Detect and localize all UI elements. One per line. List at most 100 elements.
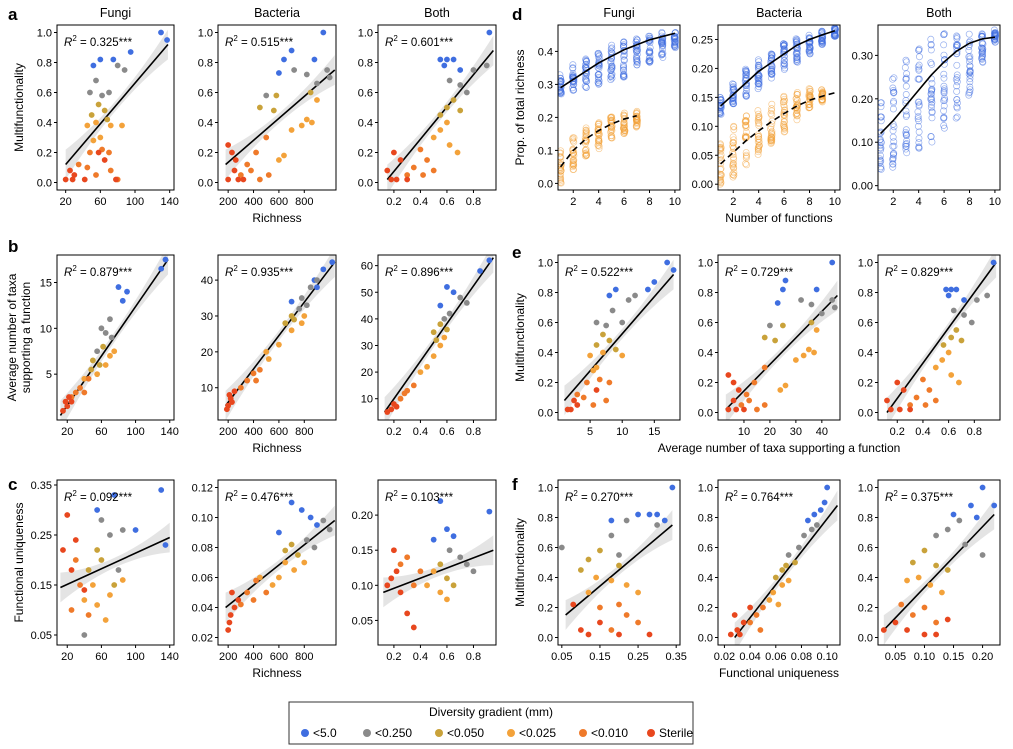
data-point [593,319,600,326]
panel-f3: 0.05 0.10 0.15 0.20 0.0 0.2 0.4 0.6 0.8 1.0 R2 = 0… [858,479,1001,663]
data-point [393,176,400,183]
data-point [314,80,320,87]
data-point [818,310,825,317]
y-tick-label: 0.8 [858,288,873,300]
x-tick-label: 6 [621,196,627,208]
data-point [282,547,289,554]
y-tick-label: 0.15 [352,545,373,557]
data-point [69,176,76,183]
data-point [635,589,641,596]
data-point [943,286,949,293]
data-point [288,541,295,548]
panel-letter-f: f [512,475,518,494]
plot-area [59,255,169,420]
cloud-point [940,115,948,122]
data-point [94,602,101,608]
fit-line [60,536,171,589]
data-point [430,329,437,336]
cloud-point [659,49,667,57]
cloud-point [780,111,788,119]
data-point [437,498,444,504]
x-tick-label: 10 [616,426,628,438]
cloud-point [780,92,788,100]
data-point [75,161,82,168]
cloud-point [729,99,737,107]
data-point [225,176,232,183]
cloud-point [965,46,973,54]
data-point [945,349,952,356]
data-point [577,627,584,633]
data-point [973,514,980,521]
plot-frame [877,24,1001,191]
cloud-point [890,88,898,96]
cloud-point [793,112,801,120]
r-squared-label: R2 = 0.325*** [64,34,133,49]
panel-a1: 20 60 100 140 0.0 0.2 0.4 0.6 0.8 1.0 Fungi Multifu… [12,6,179,208]
data-point [593,387,600,393]
data-point [775,601,782,608]
data-point [62,398,69,405]
cloud-point [718,145,724,153]
cloud-point [953,74,961,82]
data-point [121,67,128,73]
data-point [311,544,318,551]
data-point [616,552,622,558]
data-point [635,511,641,518]
cloud-point [927,104,935,111]
data-point [920,376,926,383]
data-point [804,517,811,524]
data-point [94,547,101,553]
data-point [933,532,939,539]
y-tick-label: 0.0 [698,633,713,645]
x-tick-label: 8 [966,196,972,208]
cloud-point [570,161,578,169]
x-tick-label: 0.15 [943,651,964,663]
cloud-point [558,170,564,178]
data-point [887,406,894,413]
data-point [296,305,303,312]
cloud-point [953,103,961,111]
data-point [67,167,73,174]
cloud-point [754,56,762,64]
data-point [805,346,812,353]
data-point [444,596,450,603]
legend-item: <0.050 [435,726,484,740]
cloud-point [729,133,737,141]
x-tick-label: 10 [989,196,1001,208]
x-tick-label: 10 [738,426,750,438]
cloud-point [780,128,788,136]
data-point [603,322,610,329]
data-point [288,499,295,506]
cloud-point [620,119,628,127]
cloud-point [902,107,910,115]
data-point [90,137,97,144]
data-point [229,149,235,156]
data-point [450,582,457,589]
r-squared-label: R2 = 0.896*** [385,264,454,279]
x-axis-label: Richness [252,441,301,455]
data-point [669,484,676,491]
x-tick-label: 0.4 [413,196,428,208]
x-tick-label: 600 [270,426,288,438]
data-point [104,116,111,123]
data-point [250,597,257,603]
y-tick-label: 0.0 [198,178,213,190]
cloud-point [768,100,776,108]
x-tick-label: 0.8 [466,426,481,438]
y-tick-label: 0.4 [538,573,553,585]
data-point [909,612,916,618]
y-tick-label: 10 [40,323,52,335]
cloud-point [914,113,922,120]
data-point [623,582,630,588]
data-point [597,547,603,554]
cloud-point [633,109,641,117]
cloud-point [595,58,603,66]
data-point [446,310,453,317]
cloud-point [768,51,776,59]
data-point [437,342,444,349]
data-point [98,557,105,563]
cloud-point [595,127,603,135]
data-point [933,631,939,638]
data-point [87,89,93,96]
cloud-point [658,50,666,58]
